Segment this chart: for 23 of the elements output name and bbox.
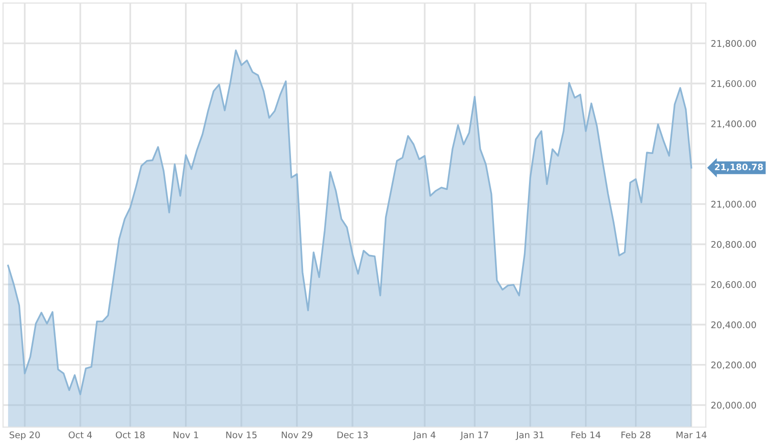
y-tick-label: 20,400.00 (711, 321, 756, 330)
x-tick-label: Nov 15 (226, 432, 257, 438)
x-tick-label: Feb 14 (572, 431, 600, 438)
x-tick-label: Jan 4 (412, 432, 436, 440)
x-tick-label: Sep 20 (10, 431, 40, 440)
x-tick-label: Oct 18 (116, 431, 145, 438)
y-tick-label: 20,200.00 (711, 362, 756, 370)
x-tick-label: Nov 1 (174, 432, 198, 438)
y-tick-label: 20,600.00 (711, 281, 756, 289)
y-tick-label: 21,600.00 (711, 80, 756, 88)
x-tick-label: Nov 29 (282, 431, 312, 438)
x-tick-label: Dec 13 (337, 431, 368, 438)
y-tick-label: 21,000.00 (711, 200, 756, 209)
x-tick-label: Feb 28 (622, 431, 650, 438)
y-tick-label: 21,400.00 (711, 120, 756, 128)
x-tick-label: Jan 17 (460, 432, 488, 440)
x-tick-label: Mar 14 (676, 432, 707, 438)
y-tick-label: 20,000.00 (711, 402, 756, 410)
text: 21,180.78 (714, 164, 763, 172)
x-tick-label: Oct 4 (68, 431, 92, 438)
y-tick-label: 20,800.00 (711, 240, 756, 249)
y-tick-label: 21,800.00 (711, 40, 756, 48)
x-tick-label: Jan 31 (516, 431, 544, 440)
